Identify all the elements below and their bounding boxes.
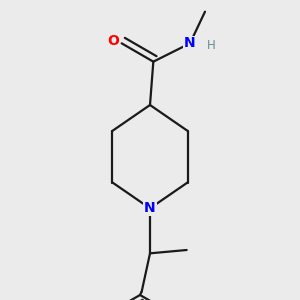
Text: O: O bbox=[107, 34, 119, 48]
Text: N: N bbox=[144, 201, 156, 215]
Text: N: N bbox=[184, 36, 196, 50]
Text: H: H bbox=[207, 40, 216, 52]
